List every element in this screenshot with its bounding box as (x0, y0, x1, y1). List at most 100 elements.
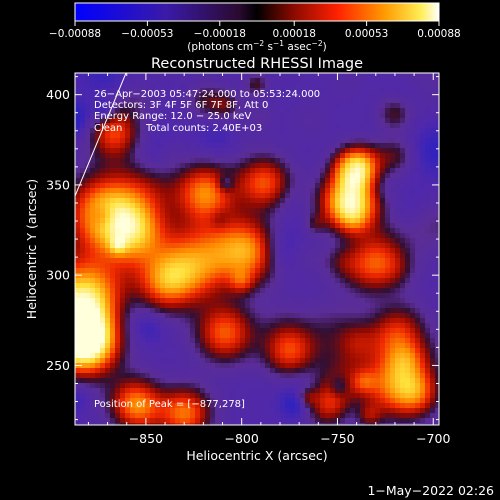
heatmap-cell (230, 353, 236, 359)
heatmap-cell (335, 283, 341, 289)
heatmap-cell (235, 128, 241, 134)
heatmap-cell (400, 208, 406, 214)
heatmap-cell (350, 228, 356, 234)
heatmap-cell (180, 73, 186, 79)
heatmap-cell (145, 363, 151, 369)
heatmap-cell (420, 188, 426, 194)
heatmap-cell (95, 268, 101, 274)
heatmap-cell (300, 323, 306, 329)
heatmap-cell (340, 183, 346, 189)
heatmap-cell (335, 143, 341, 149)
heatmap-cell (345, 113, 351, 119)
heatmap-cell (115, 153, 121, 159)
heatmap-cell (380, 393, 386, 399)
heatmap-cell (235, 153, 241, 159)
heatmap-cell (320, 213, 326, 219)
heatmap-cell (275, 158, 281, 164)
heatmap-cell (105, 198, 111, 204)
heatmap-cell (385, 168, 391, 174)
heatmap-cell (310, 358, 316, 364)
heatmap-cell (315, 88, 321, 94)
heatmap-cell (390, 223, 396, 229)
heatmap-cell (310, 323, 316, 329)
heatmap-cell (85, 328, 91, 334)
heatmap-cell (430, 238, 436, 244)
heatmap-cell (375, 213, 381, 219)
heatmap-cell (255, 408, 261, 414)
heatmap-cell (400, 253, 406, 259)
heatmap-cell (275, 228, 281, 234)
heatmap-cell (430, 163, 436, 169)
heatmap-cell (175, 308, 181, 314)
heatmap-cell (365, 328, 371, 334)
heatmap-cell (85, 123, 91, 129)
heatmap-cell (335, 393, 341, 399)
heatmap-cell (340, 348, 346, 354)
heatmap-cell (145, 103, 151, 109)
heatmap-cell (335, 193, 341, 199)
heatmap-cell (265, 258, 271, 264)
heatmap-cell (275, 373, 281, 379)
heatmap-cell (80, 143, 86, 149)
heatmap-cell (140, 353, 146, 359)
heatmap-cell (250, 93, 256, 99)
heatmap-cell (85, 258, 91, 264)
heatmap-cell (375, 333, 381, 339)
heatmap-cell (80, 218, 86, 224)
heatmap-cell (420, 288, 426, 294)
heatmap-cell (150, 228, 156, 234)
heatmap-cell (380, 128, 386, 134)
heatmap-cell (205, 378, 211, 384)
heatmap-cell (180, 393, 186, 399)
heatmap-cell (265, 298, 271, 304)
heatmap-cell (270, 403, 276, 409)
heatmap-cell (355, 108, 361, 114)
heatmap-cell (260, 248, 266, 254)
heatmap-cell (95, 168, 101, 174)
heatmap-cell (95, 153, 101, 159)
heatmap-cell (195, 148, 201, 154)
heatmap-cell (100, 338, 106, 344)
heatmap-cell (330, 218, 336, 224)
heatmap-cell (165, 373, 171, 379)
heatmap-cell (275, 358, 281, 364)
heatmap-cell (95, 208, 101, 214)
heatmap-cell (145, 388, 151, 394)
heatmap-cell (425, 168, 431, 174)
heatmap-cell (240, 93, 246, 99)
heatmap-cell (125, 178, 131, 184)
heatmap-cell (385, 133, 391, 139)
heatmap-cell (175, 153, 181, 159)
heatmap-cell (305, 353, 311, 359)
heatmap-cell (395, 228, 401, 234)
heatmap-cell (375, 253, 381, 259)
heatmap-cell (300, 193, 306, 199)
heatmap-cell (320, 298, 326, 304)
heatmap-cell (405, 263, 411, 269)
heatmap-cell (155, 348, 161, 354)
heatmap-cell (215, 93, 221, 99)
heatmap-cell (320, 278, 326, 284)
heatmap-cell (250, 83, 256, 89)
heatmap-cell (220, 378, 226, 384)
heatmap-cell (200, 243, 206, 249)
heatmap-cell (255, 288, 261, 294)
heatmap-cell (245, 118, 251, 124)
heatmap-cell (100, 313, 106, 319)
heatmap-cell (370, 238, 376, 244)
heatmap-cell (155, 383, 161, 389)
heatmap-cell (205, 333, 211, 339)
heatmap-cell (140, 188, 146, 194)
heatmap-cell (260, 358, 266, 364)
heatmap-cell (415, 73, 421, 79)
heatmap-cell (185, 128, 191, 134)
heatmap-cell (280, 198, 286, 204)
heatmap-cell (305, 153, 311, 159)
heatmap-cell (300, 133, 306, 139)
heatmap-cell (190, 233, 196, 239)
heatmap-cell (345, 368, 351, 374)
heatmap-cell (395, 238, 401, 244)
heatmap-cell (380, 398, 386, 404)
heatmap-cell (165, 118, 171, 124)
heatmap-cell (235, 358, 241, 364)
